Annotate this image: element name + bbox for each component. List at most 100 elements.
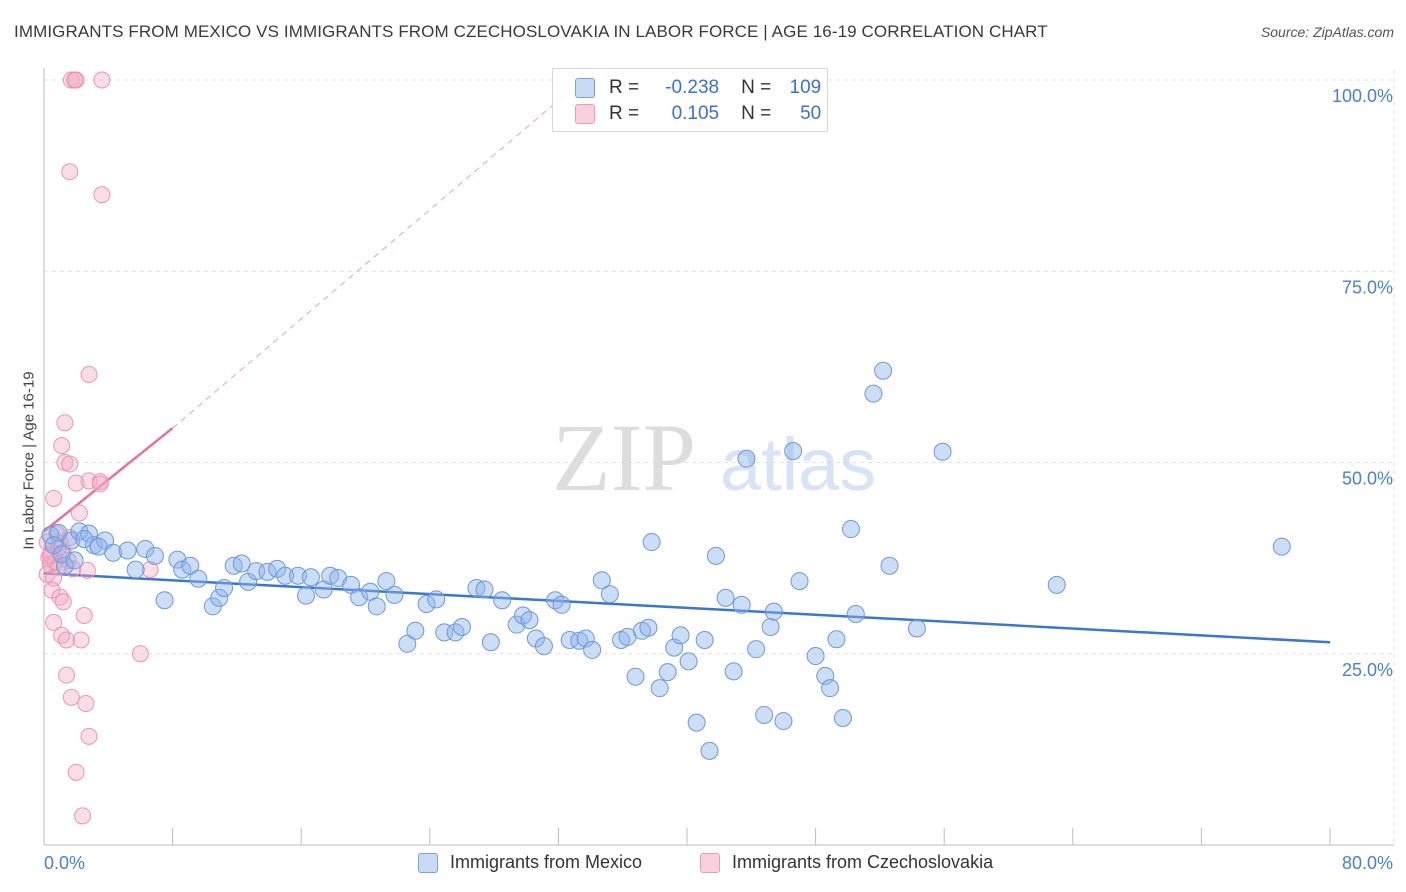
mexico-point — [755, 705, 774, 724]
y-tick-label: 25.0% — [1342, 660, 1393, 680]
mexico-point — [583, 640, 602, 659]
mexico-point — [297, 586, 316, 605]
czech-point — [77, 694, 95, 712]
czech-point — [45, 613, 63, 631]
czech-point — [45, 569, 63, 587]
mexico-point — [907, 619, 926, 638]
mexico-point — [700, 741, 719, 760]
mexico-point — [716, 588, 735, 607]
mexico-point — [417, 595, 436, 614]
czech-point — [93, 71, 111, 89]
mexico-point — [784, 442, 803, 461]
legend-n-label: N = — [741, 77, 772, 98]
mexico-point — [650, 679, 669, 698]
mexico-point — [658, 663, 677, 682]
czech-point — [80, 727, 98, 745]
legend-label-mexico: Immigrants from Mexico — [450, 852, 643, 872]
y-tick-label: 100.0% — [1332, 86, 1393, 106]
mexico-point — [258, 562, 277, 581]
czech-point — [61, 163, 79, 181]
chart-title: IMMIGRANTS FROM MEXICO VS IMMIGRANTS FRO… — [14, 22, 1048, 41]
x-tick-label: 0.0% — [44, 853, 85, 873]
czech-point — [53, 626, 71, 644]
mexico-point — [552, 595, 571, 614]
mexico-point — [367, 597, 386, 616]
legend-swatch-mexico — [418, 852, 438, 873]
y-tick-label: 75.0% — [1342, 277, 1393, 297]
czech-point — [91, 475, 109, 493]
mexico-point — [118, 541, 137, 560]
mexico-point — [761, 617, 780, 636]
mexico-point — [398, 634, 417, 653]
mexico-point — [452, 617, 471, 636]
legend-item-czech[interactable]: Immigrants from Czechoslovakia — [700, 852, 993, 873]
stats-legend: R = -0.238 N = 109 R = 0.105 N = 50 — [552, 68, 828, 132]
legend-swatch-czech — [575, 104, 595, 124]
mexico-point — [232, 554, 251, 573]
mexico-point — [301, 568, 320, 587]
mexico-point — [639, 618, 658, 637]
mexico-point — [350, 588, 369, 607]
legend-row-mexico: R = -0.238 N = 109 — [575, 75, 821, 101]
y-axis-label: In Labor Force | Age 16-19 — [20, 370, 38, 550]
mexico-point — [864, 384, 883, 403]
czech-point — [51, 588, 69, 606]
czech-point — [58, 631, 76, 649]
mexico-point — [514, 606, 533, 625]
mexico-point — [732, 595, 751, 614]
mexico-point — [89, 537, 108, 556]
czech-point — [54, 593, 72, 611]
mexico-point — [790, 572, 809, 591]
mexico-point — [764, 602, 783, 621]
mexico-point — [189, 569, 208, 588]
bottom-legend: Immigrants from Mexico Immigrants from C… — [0, 850, 1406, 878]
czech-trend-extension — [172, 79, 583, 429]
mexico-point — [933, 442, 952, 461]
mexico-point — [687, 713, 706, 732]
mexico-point — [747, 640, 766, 659]
mexico-point — [427, 590, 446, 609]
mexico-point — [534, 637, 553, 656]
czech-point — [62, 688, 80, 706]
mexico-point — [493, 591, 512, 610]
legend-r-value: 0.105 — [671, 103, 720, 124]
mexico-point — [288, 566, 307, 585]
czech-point — [78, 561, 96, 579]
mexico-point — [520, 611, 539, 630]
legend-n-label: N = — [741, 103, 772, 124]
mexico-point — [181, 556, 200, 575]
legend-item-mexico[interactable]: Immigrants from Mexico — [418, 852, 642, 873]
czech-point — [131, 645, 149, 663]
mexico-point — [1047, 575, 1066, 594]
legend-r-label: R = — [609, 103, 640, 124]
mexico-point — [833, 709, 852, 728]
mexico-point — [880, 556, 899, 575]
czech-point — [58, 666, 76, 684]
mexico-point — [695, 630, 714, 649]
czech-point — [70, 504, 88, 522]
mexico-point — [126, 560, 145, 579]
y-axis-label-wrap: In Labor Force | Age 16-19 — [14, 300, 44, 620]
mexico-point — [55, 556, 74, 575]
mexico-point — [724, 662, 743, 681]
mexico-point — [806, 647, 825, 666]
czech-point — [66, 71, 84, 89]
legend-swatch-czech — [700, 852, 720, 873]
mexico-point — [592, 571, 611, 590]
mexico-point — [576, 629, 595, 648]
mexico-points — [41, 361, 1291, 760]
mexico-point — [679, 652, 698, 671]
mexico-point — [385, 585, 404, 604]
czech-point — [72, 631, 90, 649]
mexico-point — [1272, 537, 1291, 556]
czech-point — [53, 437, 71, 455]
legend-n-value: 109 — [789, 77, 822, 98]
mexico-point — [737, 449, 756, 468]
mexico-point — [377, 572, 396, 591]
mexico-point — [136, 539, 155, 558]
czech-point — [67, 474, 85, 492]
mexico-point — [75, 530, 94, 548]
legend-label-czech: Immigrants from Czechoslovakia — [732, 852, 994, 872]
legend-swatch-mexico — [575, 78, 595, 98]
